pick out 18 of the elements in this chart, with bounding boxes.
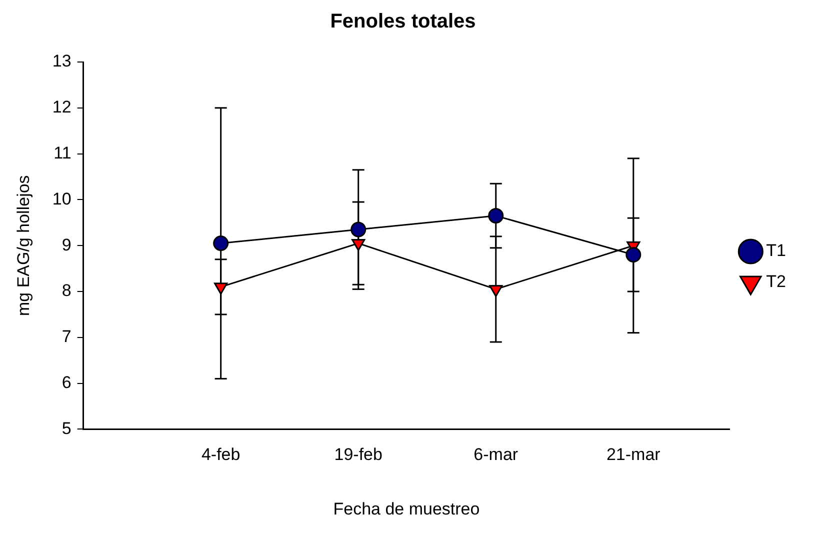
y-tick-label: 5 [62,418,72,438]
y-tick-label: 11 [54,143,72,162]
y-tick-label: 13 [52,52,72,71]
x-axis-title: Fecha de muestreo [333,499,480,518]
x-tick-label: 4-feb [201,445,240,464]
x-tick-label: 6-mar [474,445,518,464]
y-tick-label: 7 [62,327,72,346]
x-tick-label: 21-mar [606,445,661,464]
chart-title: Fenoles totales [330,10,476,33]
legend-label: T2 [766,272,786,292]
y-tick-label: 6 [62,372,72,392]
y-axis-title: mg EAG/g hollejos [14,175,33,316]
y-tick-label: 10 [52,189,72,208]
y-tick-label: 9 [62,235,72,254]
x-tick-label: 19-feb [334,445,382,464]
legend-label: T1 [766,241,786,260]
y-tick-label: 12 [52,98,72,117]
y-tick-label: 8 [62,281,72,300]
